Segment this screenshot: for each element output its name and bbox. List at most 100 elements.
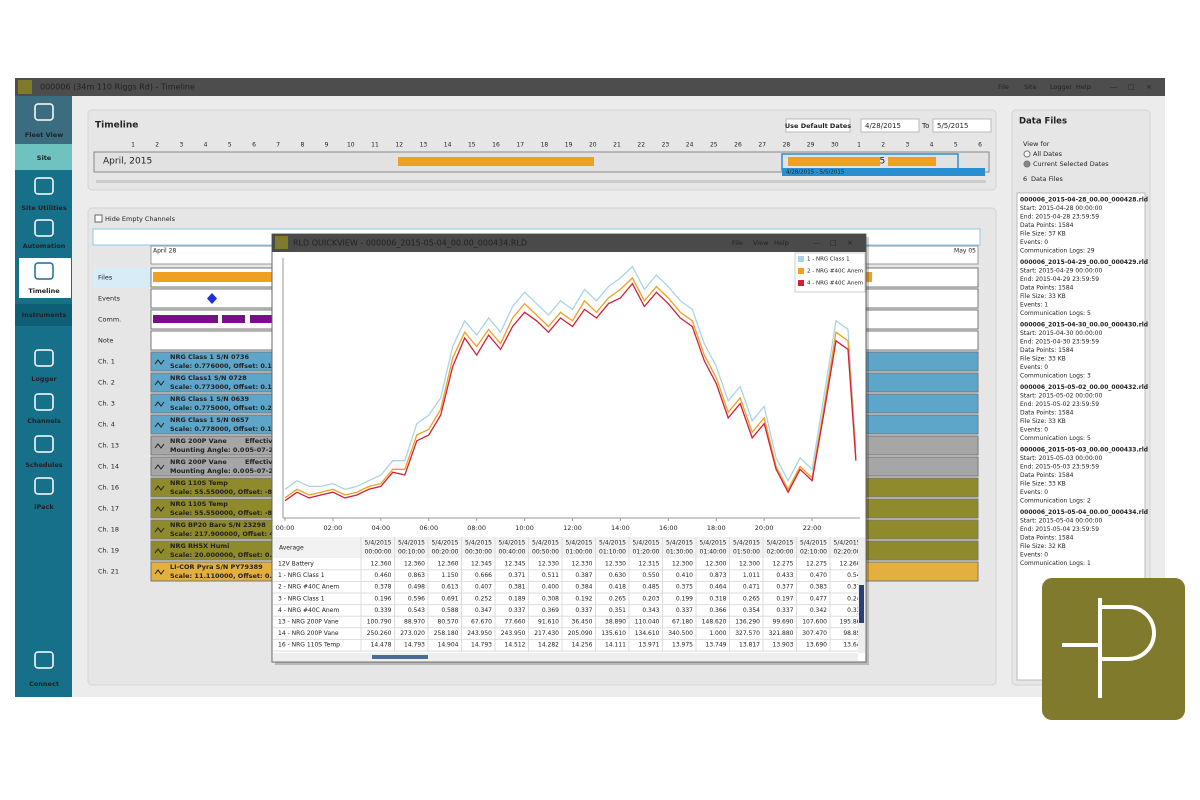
panel-title: Data Files — [1019, 117, 1067, 127]
table-cell: 0.351 — [609, 607, 626, 614]
date-to-input[interactable] — [932, 118, 992, 133]
table-cell: 0.54 — [847, 572, 861, 579]
file-detail: End: 2015-04-29 23:59:59 — [1020, 276, 1099, 283]
timeline-selected[interactable] — [19, 258, 71, 298]
column-date: 5/4/2015 — [365, 540, 392, 547]
legend — [794, 252, 866, 293]
column-time: 01:30:00 — [666, 549, 693, 556]
file-detail: File Size: 33 KB — [1020, 293, 1066, 300]
file-detail: Communication Logs: 5 — [1020, 435, 1091, 442]
default-dates-button[interactable] — [785, 118, 851, 133]
table-cell: 107.600 — [802, 619, 827, 626]
file-name[interactable]: 000006_2015-05-02_00.00_000432.rld — [1020, 384, 1148, 391]
sidebar-item[interactable]: Channels — [27, 417, 61, 425]
table-cell: 0.433 — [776, 572, 793, 579]
sidebar-item[interactable]: Connect — [29, 680, 59, 688]
window-title: 000006 (34m 110 Riggs Rd) - Timeline — [40, 83, 195, 92]
file-name[interactable]: 000006_2015-05-04_00.00_000434.rld — [1020, 509, 1148, 516]
file-detail: Data Points: 1584 — [1020, 472, 1074, 479]
sidebar-icon — [34, 477, 54, 495]
month-label: April, 2015 — [103, 157, 152, 167]
table-cell: 99.690 — [773, 619, 794, 626]
column-date: 5/4/2015 — [666, 540, 693, 547]
day-label: 2 — [155, 142, 159, 149]
file-name[interactable]: 000006_2015-04-29_00.00_000429.rld — [1020, 259, 1148, 266]
table-cell: 321.880 — [769, 630, 794, 637]
date-to: 5/5/2015 — [937, 122, 968, 130]
sidebar-icon — [34, 393, 54, 411]
window-control[interactable]: □ — [830, 239, 837, 247]
x-tick-label: 02:00 — [324, 524, 343, 532]
window-control[interactable]: × — [1146, 83, 1152, 91]
table-cell: 0.543 — [408, 607, 425, 614]
sidebar-icon — [34, 262, 54, 280]
table-cell: 0.383 — [810, 584, 827, 591]
radio[interactable] — [1023, 150, 1031, 158]
sidebar-item[interactable]: Timeline — [28, 287, 60, 295]
sidebar-icon — [34, 349, 54, 367]
h-scrollbar[interactable] — [273, 653, 858, 661]
button-label[interactable]: Use Default Dates — [785, 122, 851, 130]
date-from-input[interactable] — [860, 118, 920, 133]
data-table: Average 5/4/2015 00:00:00 5/4/2015 00:10:00 5… — [273, 535, 861, 652]
event-marker — [207, 293, 217, 304]
quickview-title-bar — [272, 234, 866, 252]
menu-item[interactable]: File — [732, 239, 743, 247]
table-cell: 205.090 — [568, 630, 593, 637]
channel-name: NRG Class 1 S/N 0657 — [170, 416, 249, 424]
window-control[interactable]: — — [1110, 83, 1117, 91]
sidebar-item[interactable]: Instruments — [22, 311, 67, 319]
checkbox[interactable] — [94, 214, 103, 223]
table-cell: 136.290 — [735, 619, 760, 626]
menu-item[interactable]: Site — [1024, 83, 1036, 91]
menu-item[interactable]: Help — [1076, 83, 1091, 91]
radio-label[interactable]: All Dates — [1033, 150, 1063, 158]
sidebar-item[interactable]: Site — [37, 154, 52, 162]
file-name[interactable]: 000006_2015-04-30_00.00_000430.rld — [1020, 322, 1148, 329]
day-label: 8 — [300, 142, 304, 149]
sidebar-item[interactable]: Automation — [23, 242, 66, 250]
sidebar-item[interactable]: Fleet View — [25, 131, 63, 139]
window-control[interactable]: □ — [1128, 83, 1135, 91]
channel-extra: Effective — [245, 437, 278, 445]
channel-name: NRG 200P Vane — [170, 437, 227, 445]
menu-item[interactable]: Logger — [1050, 83, 1073, 91]
table-cell: 0.308 — [542, 595, 559, 602]
sidebar-item[interactable]: Schedules — [25, 461, 62, 469]
table-cell: 0.252 — [475, 595, 492, 602]
file-detail: Communication Logs: 5 — [1020, 310, 1091, 317]
sidebar-item[interactable]: Logger — [31, 375, 57, 383]
legend-swatch — [798, 256, 804, 262]
file-name[interactable]: 000006_2015-05-03_00.00_000433.rld — [1020, 447, 1148, 454]
checkbox-label[interactable]: Hide Empty Channels — [105, 215, 176, 223]
menu-item[interactable]: Help — [774, 239, 789, 247]
day-label: 2 — [881, 142, 885, 149]
column-time: 01:40:00 — [700, 549, 727, 556]
table-cell: 148.620 — [702, 619, 727, 626]
window-control[interactable]: × — [847, 239, 853, 247]
table-cell: 0.407 — [475, 584, 492, 591]
file-detail: End: 2015-04-28 23:59:59 — [1020, 214, 1099, 221]
v-scroll-thumb[interactable] — [859, 585, 864, 623]
start-label: April 28 — [153, 248, 176, 255]
range-bar — [782, 168, 985, 176]
table-cell: 12.345 — [505, 561, 526, 568]
menu-item[interactable]: File — [998, 83, 1009, 91]
channel-label: Ch. 17 — [98, 505, 119, 513]
sidebar — [15, 96, 72, 697]
h-scroll-thumb[interactable] — [372, 655, 428, 659]
radio[interactable] — [1023, 160, 1031, 168]
channel-label: Files — [98, 274, 113, 282]
menu-item[interactable]: View — [753, 239, 769, 247]
logo — [1042, 578, 1185, 720]
file-name[interactable]: 000006_2015-04-28_00.00_000428.rld — [1020, 197, 1148, 204]
sidebar-item[interactable]: iPack — [34, 503, 54, 511]
day-label: 11 — [371, 142, 379, 149]
sidebar-item[interactable]: Site Utilities — [21, 204, 67, 212]
table-cell: 100.790 — [367, 619, 392, 626]
radio-label[interactable]: Current Selected Dates — [1033, 160, 1109, 168]
file-detail: End: 2015-04-30 23:59:59 — [1020, 339, 1099, 346]
channel-label: Ch. 2 — [98, 379, 115, 387]
day-label: 27 — [758, 142, 766, 149]
window-control[interactable]: — — [813, 239, 820, 247]
